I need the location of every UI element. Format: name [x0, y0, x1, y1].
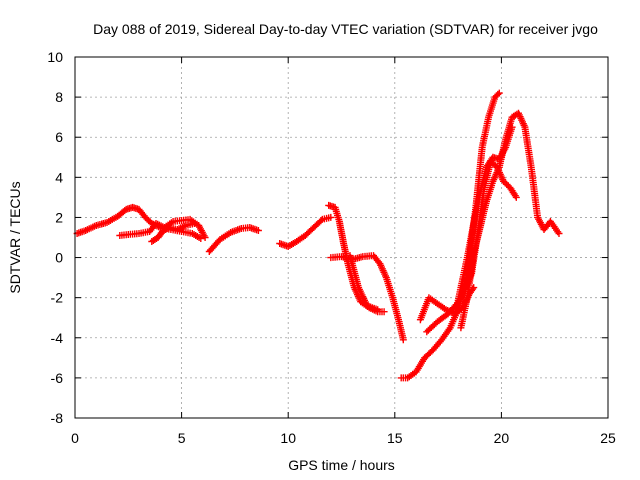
x-tick-label: 15	[387, 430, 403, 446]
point-markers	[327, 252, 407, 344]
x-tick-label: 25	[600, 430, 616, 446]
data-series-13	[451, 123, 516, 322]
data-points	[73, 89, 563, 382]
y-tick-label: 8	[55, 89, 63, 105]
data-series-8	[346, 252, 382, 314]
y-tick-label: 0	[55, 250, 63, 266]
y-tick-label: -8	[51, 410, 64, 426]
tick-labels: 0 5 10 15 20 25 -8 -6 -4 -2 0 2 4 6 8 10	[47, 49, 616, 446]
point-markers	[148, 220, 198, 245]
y-tick-label: 10	[47, 49, 63, 65]
data-series-5	[276, 213, 335, 250]
x-tick-label: 0	[71, 430, 79, 446]
x-axis-label: GPS time / hours	[288, 457, 395, 473]
point-markers	[276, 213, 335, 250]
y-tick-label: -2	[51, 290, 64, 306]
point-markers	[451, 123, 516, 322]
data-series-7	[327, 252, 407, 344]
data-series-4	[205, 224, 262, 255]
y-tick-label: -4	[51, 330, 64, 346]
x-tick-label: 20	[494, 430, 510, 446]
x-tick-label: 10	[280, 430, 296, 446]
data-series-3	[148, 220, 198, 245]
point-markers	[346, 252, 382, 314]
plot-frame	[74, 56, 609, 419]
y-tick-label: 6	[55, 129, 63, 145]
x-tick-label: 5	[178, 430, 186, 446]
y-tick-label: 2	[55, 209, 63, 225]
axis-ticks	[74, 56, 609, 419]
y-tick-label: 4	[55, 169, 63, 185]
chart-title: Day 088 of 2019, Sidereal Day-to-day VTE…	[93, 21, 598, 37]
y-axis-label: SDTVAR / TECUs	[7, 181, 23, 293]
y-tick-label: -6	[51, 370, 64, 386]
point-markers	[205, 224, 262, 255]
